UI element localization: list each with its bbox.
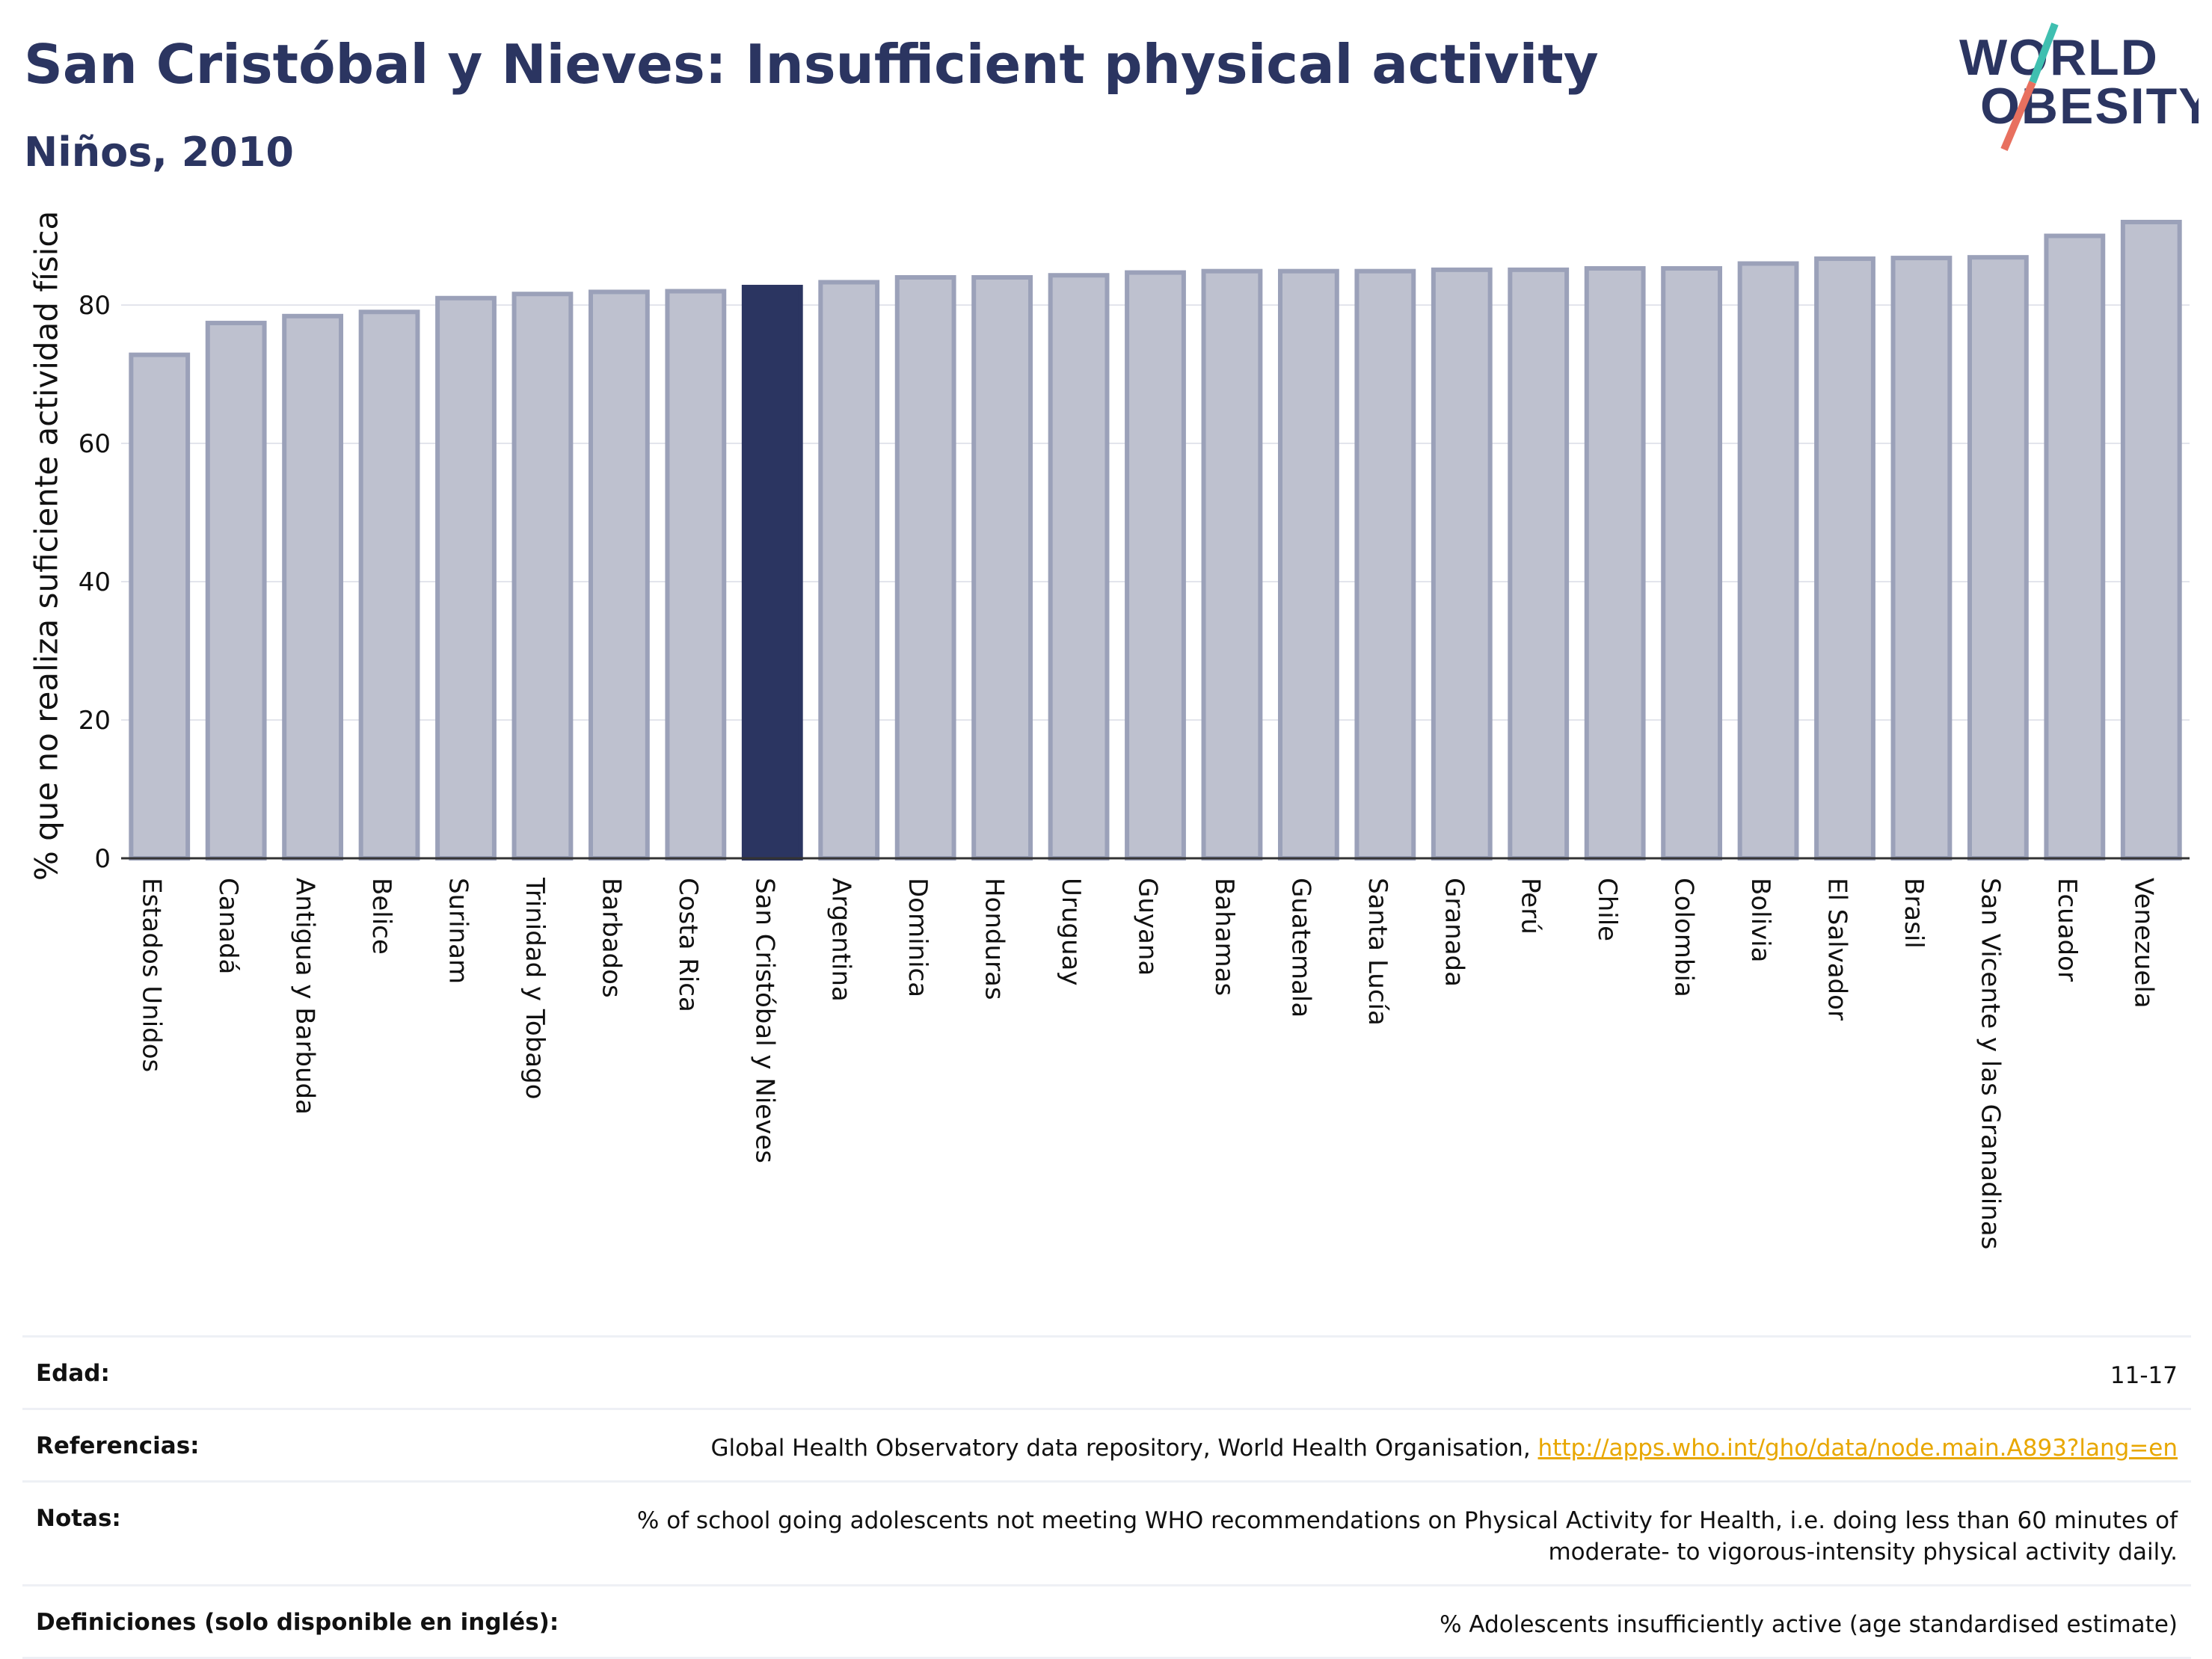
definitions-value: % Adolescents insufficiently active (age…: [1440, 1611, 2178, 1638]
x-tick-label: Colombia: [1669, 878, 1699, 997]
bar-belice: [358, 310, 420, 861]
info-row-definitions: Definiciones (solo disponible en inglés)…: [22, 1584, 2191, 1659]
references-label: Referencias:: [36, 1432, 200, 1459]
notes-label: Notas:: [36, 1505, 121, 1532]
x-tick-label: San Vicente y las Granadinas: [1975, 878, 2005, 1249]
bar-costa-rica: [665, 289, 727, 861]
page-title: San Cristóbal y Nieves: Insufficient phy…: [24, 33, 1599, 96]
y-axis-title-text: % que no realiza suficiente actividad fí…: [28, 210, 65, 881]
info-row-notes: Notas: % of school going adolescents not…: [22, 1480, 2191, 1584]
info-row-age: Edad: 11-17: [22, 1335, 2191, 1408]
x-tick-label: San Cristóbal y Nieves: [749, 878, 779, 1163]
x-tick-label: Brasil: [1899, 878, 1929, 949]
x-tick-label: Honduras: [980, 878, 1010, 1000]
references-value: Global Health Observatory data repositor…: [710, 1432, 2178, 1464]
bar-ecuador: [2044, 233, 2106, 861]
bar-guatemala: [1277, 268, 1339, 861]
x-tick-label: Santa Lucía: [1362, 878, 1392, 1026]
age-label: Edad:: [36, 1360, 110, 1387]
x-axis-labels: Estados Unidos Canadá Antigua y Barbuda Bel…: [137, 877, 2159, 1249]
bar-el-salvador: [1814, 256, 1875, 861]
bar-chile: [1584, 265, 1646, 861]
bar-bolivia: [1737, 261, 1799, 861]
bar-bahamas: [1201, 268, 1263, 861]
x-tick-label: Granada: [1439, 878, 1469, 987]
bar-venezuela: [2120, 220, 2182, 861]
x-tick-label: Surinam: [443, 878, 473, 984]
x-tick-label: Bahamas: [1209, 878, 1239, 996]
bar-argentina: [818, 280, 880, 861]
info-table: Edad: 11-17 Referencias: Global Health O…: [22, 1335, 2191, 1659]
logo-slash-bottom: [2000, 81, 2036, 151]
x-tick-label: Antigua y Barbuda: [290, 878, 320, 1115]
x-tick-label: Barbados: [596, 878, 626, 998]
bar-estados-unidos: [129, 352, 191, 861]
bar-per-: [1508, 267, 1570, 861]
x-tick-label: Venezuela: [2128, 878, 2158, 1009]
bar-antigua-y-barbuda: [282, 313, 344, 861]
bar-surinam: [435, 295, 497, 861]
x-tick-label: Costa Rica: [673, 878, 703, 1012]
notes-value: % of school going adolescents not meetin…: [636, 1507, 2178, 1566]
bar-canad-: [205, 321, 267, 861]
bar-uruguay: [1048, 273, 1110, 861]
x-tick-label: Dominica: [903, 878, 933, 997]
x-tick-label: Canadá: [213, 878, 243, 974]
y-tick-label: 80: [79, 291, 111, 321]
bar-san-vicente-y-las-granadinas: [1967, 255, 2029, 861]
x-tick-label: Perú: [1516, 878, 1546, 935]
bar-chart: 0 20 40 60 80 Estados Unidos Canadá Antigua y …: [79, 220, 2190, 1249]
y-tick-label: 20: [79, 706, 111, 736]
bar-colombia: [1661, 265, 1723, 861]
x-tick-label: Belice: [366, 878, 396, 955]
bars: [129, 220, 2182, 861]
y-tick-label: 60: [79, 429, 111, 459]
x-tick-label: Trinidad y Tobago: [520, 877, 550, 1100]
y-tick-label: 40: [79, 567, 111, 597]
x-tick-label: Guyana: [1133, 878, 1163, 976]
logo-slash-top: [2029, 22, 2059, 84]
bar-barbados: [588, 289, 650, 861]
bar-brasil: [1890, 256, 1953, 861]
x-tick-label: Guatemala: [1285, 878, 1315, 1018]
x-tick-label: Ecuador: [2052, 878, 2082, 982]
age-value: 11-17: [2110, 1362, 2178, 1389]
info-row-references: Referencias: Global Health Observatory d…: [22, 1408, 2191, 1480]
bar-santa-luc-a: [1354, 268, 1416, 861]
bar-dominica: [894, 275, 956, 861]
world-obesity-logo: WORLD OBESITY: [1959, 22, 2199, 151]
bar-granada: [1431, 267, 1493, 861]
bar-san-crist-bal-y-nieves: [741, 284, 803, 861]
references-link[interactable]: http://apps.who.int/gho/data/node.main.A…: [1537, 1435, 2178, 1462]
x-tick-label: Uruguay: [1056, 878, 1086, 986]
logo-line-1: WORLD: [1959, 29, 2159, 86]
x-tick-label: El Salvador: [1822, 878, 1852, 1021]
x-tick-label: Argentina: [826, 878, 856, 1002]
y-tick-label: 0: [94, 844, 111, 874]
y-axis-ticks: 0 20 40 60 80: [79, 291, 111, 874]
bar-guyana: [1125, 270, 1186, 861]
bar-honduras: [971, 275, 1033, 861]
references-text: Global Health Observatory data repositor…: [710, 1435, 1538, 1462]
x-tick-label: Bolivia: [1745, 878, 1775, 962]
definitions-label: Definiciones (solo disponible en inglés)…: [36, 1609, 559, 1636]
x-tick-label: Chile: [1592, 878, 1622, 941]
x-tick-label: Estados Unidos: [137, 878, 167, 1072]
bar-trinidad-y-tobago: [511, 292, 574, 861]
page-subtitle: Niños, 2010: [24, 129, 294, 176]
